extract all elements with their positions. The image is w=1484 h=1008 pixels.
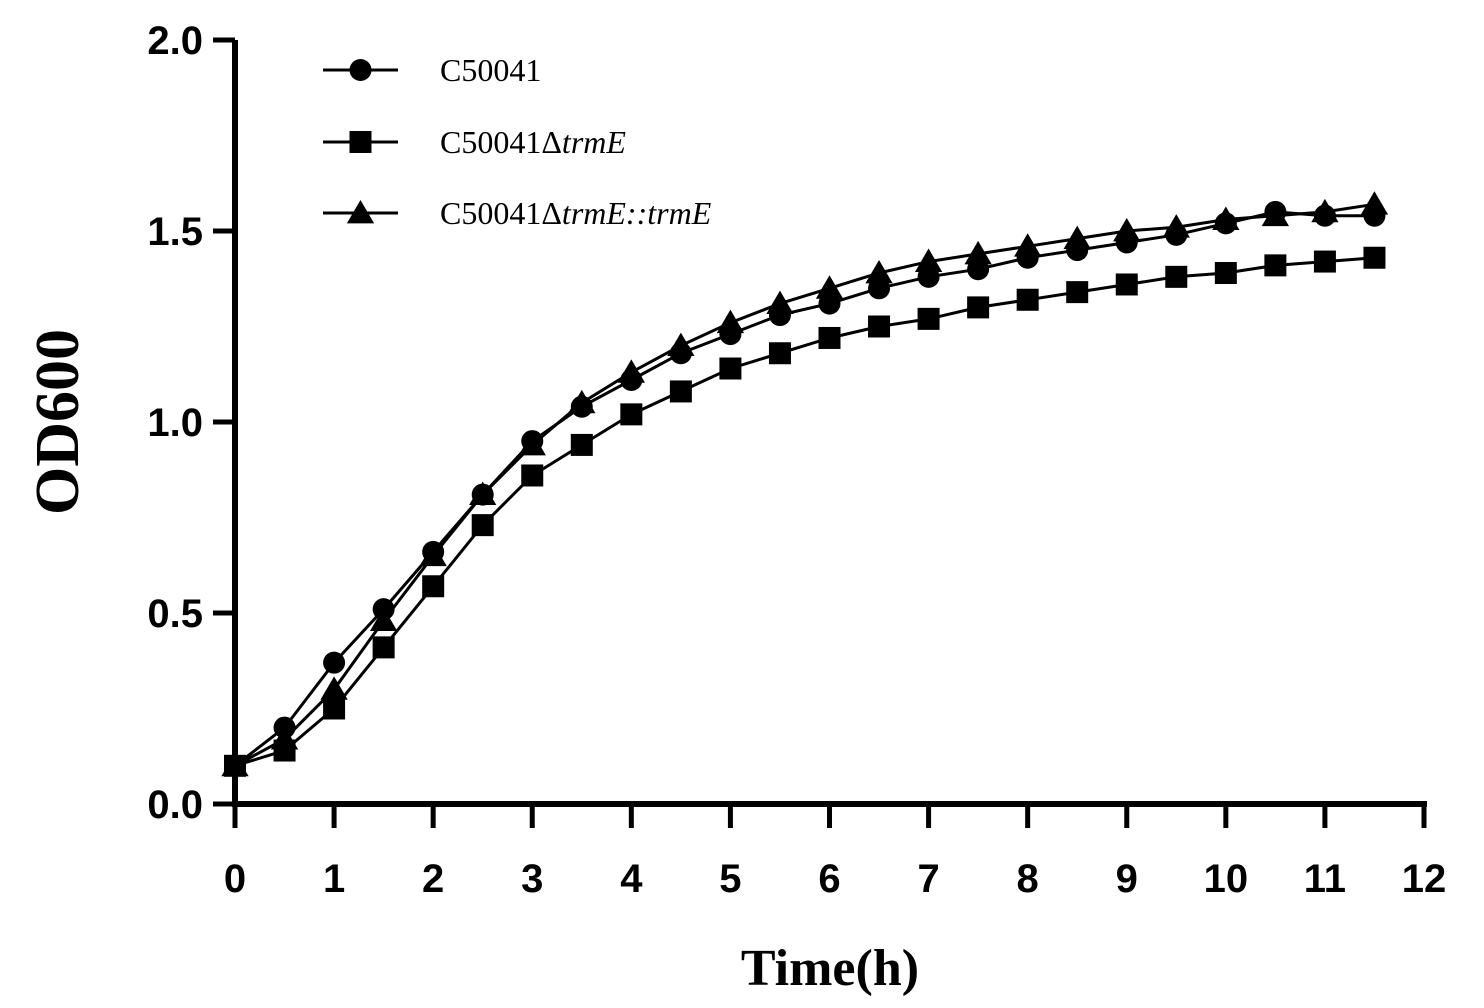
x-tick-label: 6 [818,857,840,901]
legend-label-base: C50041Δ [440,195,562,231]
series-circle [224,200,1386,777]
data-point-triangle [617,359,645,383]
x-tick-label: 9 [1116,857,1138,901]
x-tick-label: 0 [224,857,246,901]
x-tick-label: 4 [620,857,643,901]
x-tick-label: 2 [422,857,444,901]
data-point-square [669,380,692,403]
y-tick-label: 0.0 [147,783,203,827]
data-point-triangle [1113,218,1141,242]
y-axis-label: OD600 [24,329,92,515]
data-point-square [818,326,841,349]
data-point-square [917,307,940,330]
series-triangle [221,191,1389,777]
data-point-triangle [568,389,596,414]
x-tick-label: 12 [1402,857,1447,901]
data-point-triangle [1212,206,1240,230]
x-axis-label: Time(h) [741,940,919,997]
data-point-square [323,697,346,720]
data-point-square [1016,288,1039,311]
legend-label-italic: trmE [562,124,626,160]
data-point-square [719,357,742,380]
legend-marker-circle [349,59,372,81]
axes: 0.00.51.01.52.00 1 2 3 4 5 6 7 8 9 10 11 12 [147,19,1446,901]
data-point-square [422,575,445,598]
data-point-triangle [1162,214,1190,238]
legend-label-base: C50041Δ [440,124,562,160]
x-tick-label: 5 [719,857,741,901]
data-point-square [1264,254,1287,277]
legend-label-italic: trmE::trmE [562,195,712,231]
series-square [224,246,1386,777]
data-point-triangle [518,431,546,456]
data-point-square [1115,273,1138,296]
data-point-square [868,315,891,338]
data-point-triangle [221,752,249,777]
x-tick-label: 11 [1304,857,1346,901]
data-point-triangle [369,607,398,632]
data-point-triangle [1063,225,1091,250]
data-point-square [1214,262,1237,285]
y-tick-label: 2.0 [147,19,203,63]
data-point-square [967,296,990,319]
data-point-triangle [865,260,893,284]
data-point-triangle [766,290,794,314]
data-point-square [372,636,395,659]
data-point-square [471,514,494,537]
data-point-triangle [469,481,497,505]
legend-marker-triangle [346,200,375,224]
series-line [234,256,1375,768]
data-point-triangle [270,726,299,750]
legend-label: C50041 [440,52,541,88]
data-point-circle [323,651,346,674]
data-point-triangle [667,332,695,356]
data-point-square [768,342,791,365]
data-point-triangle [1261,202,1290,227]
x-tick-label: 7 [917,857,939,901]
legend-marker-square [349,131,372,153]
data-point-triangle [419,542,447,567]
data-point-triangle [964,240,992,265]
data-point-triangle [1014,233,1042,257]
data-point-triangle [815,275,844,299]
series-line [234,202,1375,768]
data-point-triangle [1360,191,1389,215]
x-tick-label: 8 [1017,857,1039,901]
data-point-triangle [914,248,943,272]
data-point-square [1165,265,1188,288]
x-tick-label: 1 [323,857,345,901]
legend-label: C50041ΔtrmE::trmE [440,195,712,231]
x-tick-label: 3 [521,857,543,901]
y-tick-label: 1.5 [147,210,203,254]
data-point-square [570,433,593,456]
y-tick-label: 1.0 [147,401,203,445]
series-layer [221,191,1389,777]
data-point-square [1363,246,1386,269]
data-point-square [1066,281,1089,304]
legend-label-base: C50041 [440,52,541,88]
data-point-triangle [716,309,745,334]
data-point-square [620,403,643,426]
data-point-square [521,464,544,487]
data-point-triangle [1311,198,1339,223]
legend-label: C50041ΔtrmE [440,124,626,160]
x-tick-label: 10 [1204,857,1249,901]
y-tick-label: 0.5 [147,592,203,636]
data-point-triangle [320,676,348,700]
data-point-square [1313,250,1336,273]
